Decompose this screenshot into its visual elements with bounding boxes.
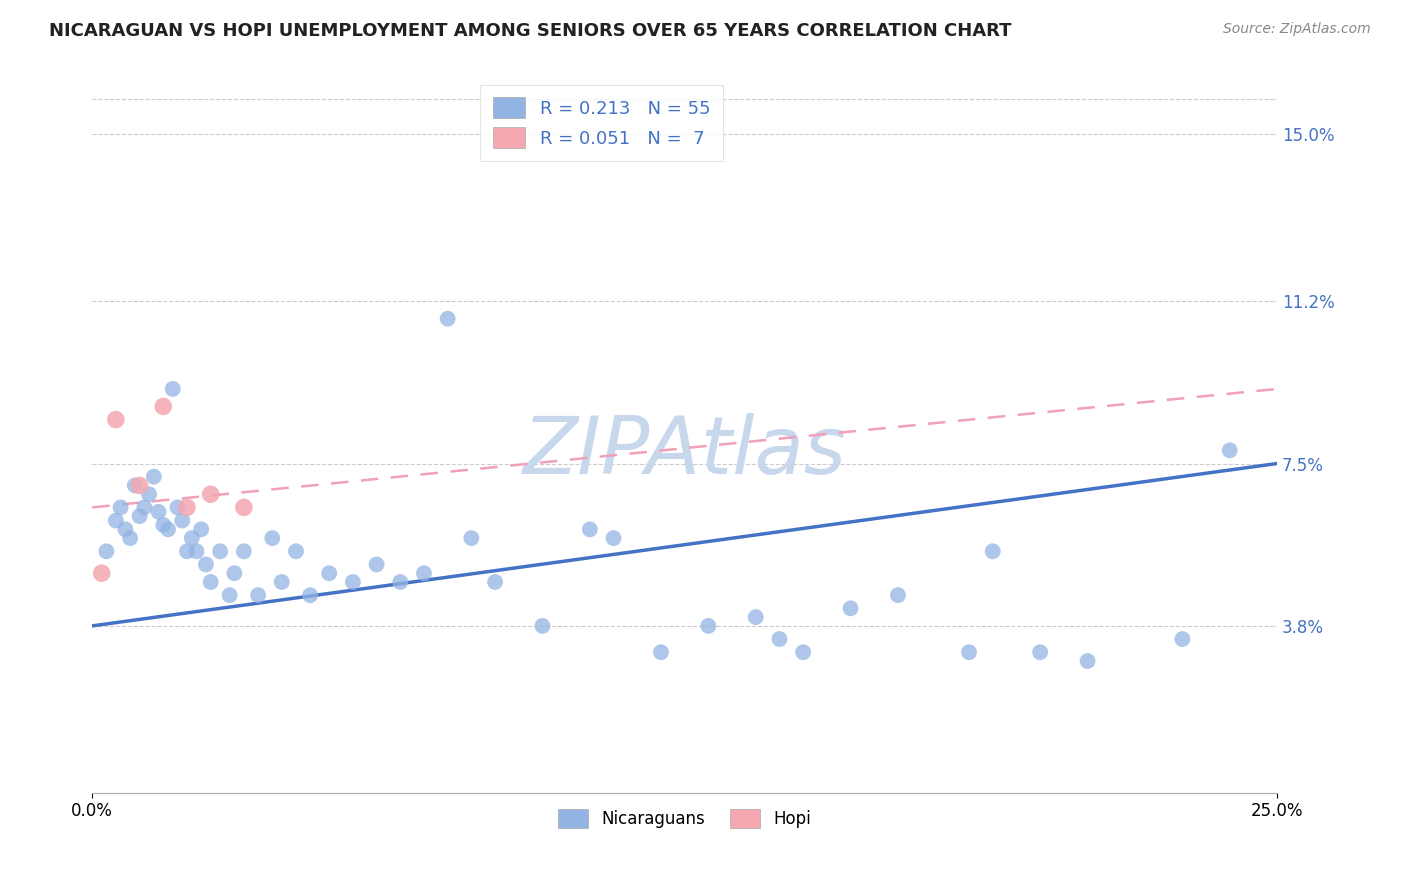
Point <box>745 610 768 624</box>
Point <box>650 645 672 659</box>
Point <box>1029 645 1052 659</box>
Point <box>887 588 910 602</box>
Point <box>342 574 364 589</box>
Point <box>152 518 174 533</box>
Point <box>484 574 506 589</box>
Point <box>792 645 814 659</box>
Point <box>124 478 146 492</box>
Point <box>166 500 188 515</box>
Point <box>180 531 202 545</box>
Point <box>200 487 222 501</box>
Point <box>200 574 222 589</box>
Text: ZIPAtlas: ZIPAtlas <box>523 413 846 491</box>
Point <box>285 544 308 558</box>
Point <box>148 505 170 519</box>
Point <box>224 566 246 581</box>
Text: Source: ZipAtlas.com: Source: ZipAtlas.com <box>1223 22 1371 37</box>
Point <box>104 412 127 426</box>
Point <box>957 645 980 659</box>
Point <box>176 544 198 558</box>
Point <box>413 566 436 581</box>
Point <box>186 544 208 558</box>
Point <box>232 544 254 558</box>
Point <box>162 382 184 396</box>
Point <box>128 509 150 524</box>
Point <box>110 500 132 515</box>
Point <box>218 588 240 602</box>
Point <box>104 514 127 528</box>
Point <box>270 574 292 589</box>
Point <box>134 500 156 515</box>
Point <box>114 522 136 536</box>
Point <box>172 514 194 528</box>
Point <box>1171 632 1194 646</box>
Point <box>138 487 160 501</box>
Point <box>460 531 482 545</box>
Point <box>156 522 179 536</box>
Point <box>142 469 165 483</box>
Point <box>152 400 174 414</box>
Point <box>247 588 270 602</box>
Point <box>602 531 624 545</box>
Point <box>1219 443 1241 458</box>
Point <box>436 311 458 326</box>
Point <box>768 632 790 646</box>
Point <box>839 601 862 615</box>
Point <box>262 531 284 545</box>
Point <box>176 500 198 515</box>
Point <box>190 522 212 536</box>
Point <box>389 574 412 589</box>
Point <box>90 566 112 581</box>
Point <box>232 500 254 515</box>
Point <box>1077 654 1099 668</box>
Legend: Nicaraguans, Hopi: Nicaraguans, Hopi <box>551 803 818 835</box>
Point <box>120 531 142 545</box>
Point <box>318 566 340 581</box>
Point <box>128 478 150 492</box>
Text: NICARAGUAN VS HOPI UNEMPLOYMENT AMONG SENIORS OVER 65 YEARS CORRELATION CHART: NICARAGUAN VS HOPI UNEMPLOYMENT AMONG SE… <box>49 22 1012 40</box>
Point <box>96 544 118 558</box>
Point <box>579 522 602 536</box>
Point <box>697 619 720 633</box>
Point <box>194 558 217 572</box>
Point <box>981 544 1004 558</box>
Point <box>299 588 322 602</box>
Point <box>209 544 232 558</box>
Point <box>531 619 554 633</box>
Point <box>366 558 388 572</box>
